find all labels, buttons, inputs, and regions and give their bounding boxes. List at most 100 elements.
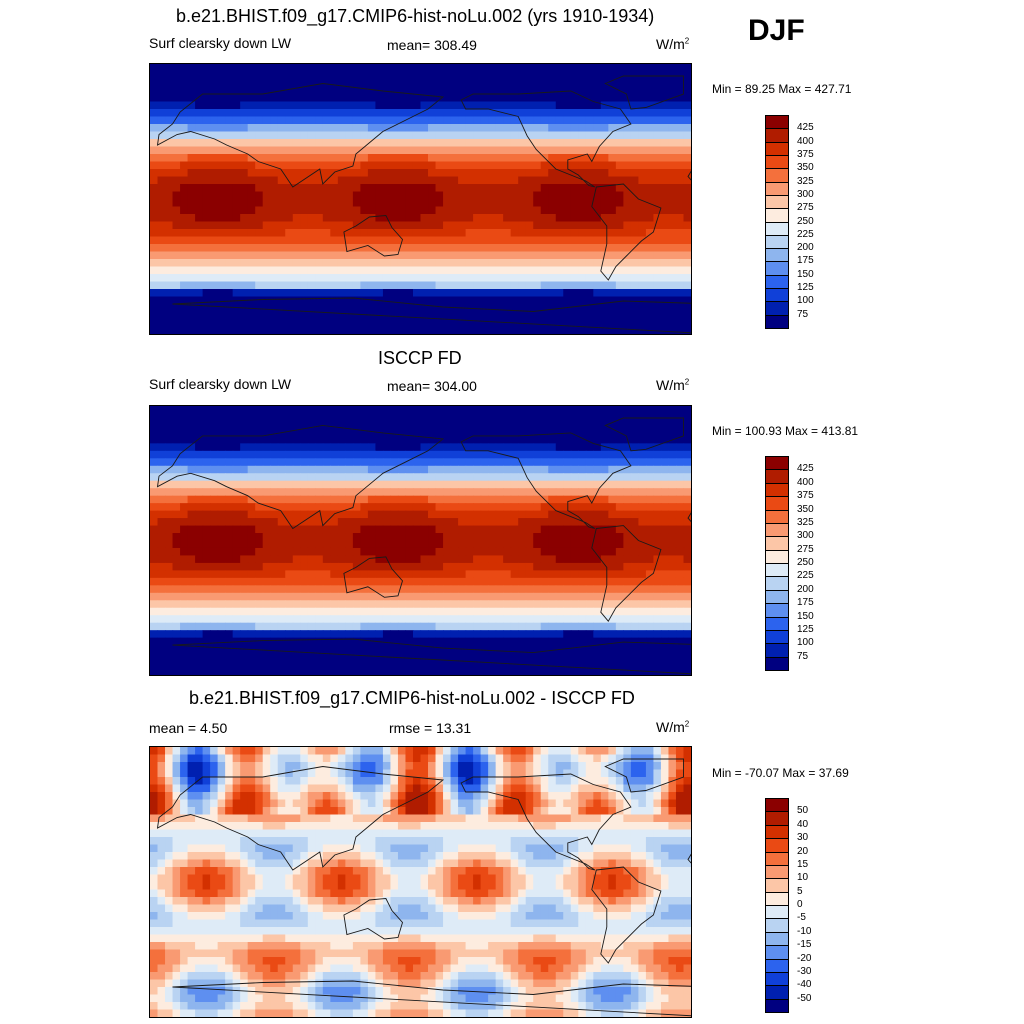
colorbar-swatch xyxy=(765,603,789,618)
coastline-north-america xyxy=(460,773,632,871)
mean-label: mean= 308.49 xyxy=(387,37,477,53)
colorbar-tick-label: -5 xyxy=(797,912,806,924)
colorbar-tick-label: 5 xyxy=(797,885,803,897)
units-label: W/m2 xyxy=(656,36,690,52)
colorbar-swatch xyxy=(765,958,789,973)
colorbar-tick-label: -30 xyxy=(797,965,812,977)
panel-title: ISCCP FD xyxy=(378,348,462,368)
colorbar-tick-label: -10 xyxy=(797,925,812,937)
colorbar-swatch xyxy=(765,563,789,578)
colorbar: 425 400 375 350 325 300 275 250 225 200 175 150 125 1… xyxy=(765,115,814,329)
colorbar-tick-label: 0 xyxy=(797,899,803,910)
coastline-north-america xyxy=(460,432,632,529)
coastline-europe-asia xyxy=(156,766,445,871)
colorbar-swatch xyxy=(765,851,789,866)
colorbar-tick-label: -20 xyxy=(797,952,812,964)
colorbar-swatch xyxy=(765,288,789,303)
coastline-south-america xyxy=(591,183,662,281)
colorbar-swatch xyxy=(765,998,789,1013)
colorbar-tick-label: 50 xyxy=(797,805,809,817)
colorbar-swatch xyxy=(765,469,789,484)
minmax-label: Min = -70.07 Max = 37.69 xyxy=(712,766,849,780)
colorbar-tick-label: 275 xyxy=(797,543,814,555)
minmax-label: Min = 100.93 Max = 413.81 xyxy=(712,424,859,438)
colorbar: 50 40 30 20 15 10 5 0 -5 -10 -15 -20 -30 -40 -50 xyxy=(765,798,811,1013)
colorbar-swatch xyxy=(765,168,789,183)
colorbar-tick-label: 275 xyxy=(797,202,814,214)
map-field xyxy=(150,747,691,1017)
colorbar-tick-label: 75 xyxy=(797,650,809,662)
colorbar-swatch xyxy=(765,221,789,236)
colorbar-tick-label: -40 xyxy=(797,979,812,991)
map-plot xyxy=(149,746,692,1018)
colorbar-swatch xyxy=(765,234,789,250)
panel-title: b.e21.BHIST.f09_g17.CMIP6-hist-noLu.002 … xyxy=(176,6,655,26)
coastline-greenland xyxy=(604,75,684,110)
minmax-label: Min = 89.25 Max = 427.71 xyxy=(712,82,852,96)
colorbar-swatch xyxy=(765,181,789,196)
colorbar-swatch xyxy=(765,314,789,329)
colorbar-tick-label: 425 xyxy=(797,463,814,475)
season-label: DJF xyxy=(748,14,805,47)
colorbar-swatch xyxy=(765,261,789,276)
units-label: W/m2 xyxy=(656,719,690,735)
coastline-greenland xyxy=(604,417,684,452)
colorbar-tick-label: -15 xyxy=(797,939,812,951)
colorbar-swatch xyxy=(765,811,789,826)
colorbar-tick-label: 425 xyxy=(797,122,814,134)
colorbar-tick-label: 400 xyxy=(797,476,814,488)
colorbar-tick-label: 20 xyxy=(797,845,809,857)
colorbar-tick-label: 30 xyxy=(797,832,809,844)
colorbar-swatch xyxy=(765,931,789,947)
coastline-europe-asia xyxy=(156,424,445,530)
colorbar-swatch xyxy=(765,549,789,564)
coastline-australia xyxy=(343,898,404,940)
colorbar-swatch xyxy=(765,248,789,263)
coastline-antarctica xyxy=(172,638,691,675)
colorbar-swatch xyxy=(765,576,789,591)
colorbar-tick-label: 150 xyxy=(797,610,814,622)
map-plot xyxy=(149,405,692,676)
variable-label: Surf clearsky down LW xyxy=(149,35,292,51)
colorbar-swatch xyxy=(765,141,789,156)
colorbar-tick-label: 375 xyxy=(797,490,814,502)
colorbar-swatch xyxy=(765,274,789,290)
colorbar-swatch xyxy=(765,918,789,933)
colorbar-swatch xyxy=(765,878,789,893)
colorbar-tick-label: 40 xyxy=(797,818,809,830)
map-field xyxy=(150,64,691,334)
colorbar-swatch xyxy=(765,905,789,920)
colorbar-tick-label: 175 xyxy=(797,597,814,609)
colorbar-tick-label: 300 xyxy=(797,530,814,542)
colorbar-swatch xyxy=(765,616,789,631)
colorbar: 425 400 375 350 325 300 275 250 225 200 175 150 125 1… xyxy=(765,456,814,671)
coastline-south-america xyxy=(591,525,662,622)
units-label: W/m2 xyxy=(656,377,690,393)
colorbar-tick-label: 250 xyxy=(797,215,814,227)
colorbar-swatch xyxy=(765,208,789,223)
variable-label: Surf clearsky down LW xyxy=(149,376,292,392)
colorbar-swatch xyxy=(765,629,789,645)
rmse-label: rmse = 13.31 xyxy=(389,720,472,736)
colorbar-tick-label: 100 xyxy=(797,295,814,307)
colorbar-swatch xyxy=(765,985,789,1000)
colorbar-swatch xyxy=(765,154,789,170)
colorbar-swatch xyxy=(765,496,789,511)
colorbar-swatch xyxy=(765,891,789,906)
colorbar-swatch xyxy=(765,522,789,538)
colorbar-tick-label: 175 xyxy=(797,255,814,267)
colorbar-tick-label: 150 xyxy=(797,268,814,280)
colorbar-tick-label: 125 xyxy=(797,623,814,635)
colorbar-swatch xyxy=(765,536,789,551)
colorbar-swatch xyxy=(765,824,789,840)
colorbar-swatch xyxy=(765,509,789,524)
coastline-south-america xyxy=(591,866,662,964)
colorbar-tick-label: 250 xyxy=(797,557,814,568)
coastline-australia xyxy=(343,556,404,598)
coastline-antarctica xyxy=(172,980,691,1017)
coastline-antarctica xyxy=(172,297,691,334)
colorbar-swatch xyxy=(765,945,789,960)
colorbar-tick-label: 300 xyxy=(797,188,814,200)
map-plot xyxy=(149,63,692,335)
colorbar-tick-label: 125 xyxy=(797,282,814,294)
